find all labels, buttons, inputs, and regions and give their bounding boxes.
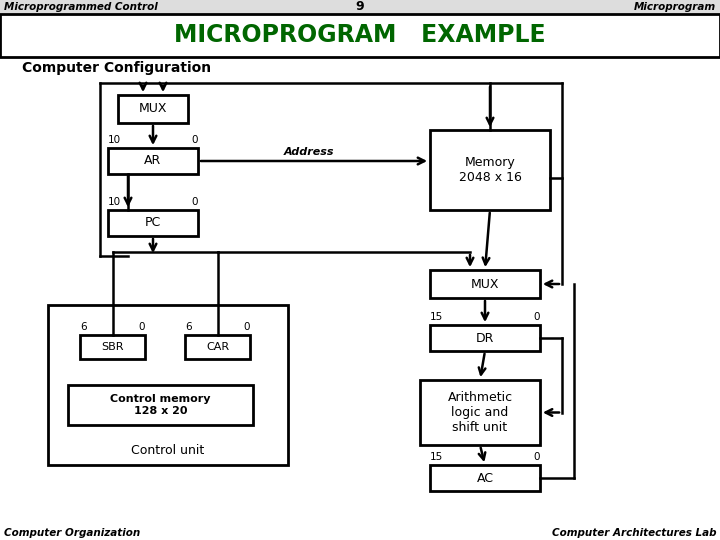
- Text: AC: AC: [477, 471, 493, 484]
- Text: 10: 10: [108, 135, 121, 145]
- Text: 0: 0: [534, 452, 540, 462]
- Text: Control memory
128 x 20: Control memory 128 x 20: [110, 394, 211, 416]
- Text: 6: 6: [185, 322, 192, 332]
- Bar: [0, 14, 720, 57]
- Bar: [108, 148, 198, 174]
- Text: Address: Address: [284, 147, 334, 157]
- Text: 9: 9: [356, 1, 364, 14]
- Bar: [430, 325, 540, 351]
- Bar: [185, 335, 250, 359]
- Bar: [48, 305, 288, 465]
- Bar: [80, 335, 145, 359]
- Text: 15: 15: [430, 312, 444, 322]
- Text: PC: PC: [145, 217, 161, 230]
- Text: Computer Organization: Computer Organization: [4, 528, 140, 538]
- Bar: [430, 270, 540, 298]
- Bar: [108, 210, 198, 236]
- Text: 0: 0: [192, 135, 198, 145]
- Text: Microprogram: Microprogram: [634, 2, 716, 12]
- Bar: [430, 130, 550, 210]
- Text: CAR: CAR: [206, 342, 229, 352]
- Text: 0: 0: [192, 197, 198, 207]
- Bar: [420, 380, 540, 445]
- Text: SBR: SBR: [102, 342, 124, 352]
- Text: 0: 0: [243, 322, 250, 332]
- Text: 6: 6: [80, 322, 86, 332]
- Bar: [430, 465, 540, 491]
- Text: AR: AR: [145, 154, 161, 167]
- Text: Microprogrammed Control: Microprogrammed Control: [4, 2, 158, 12]
- Bar: [118, 95, 188, 123]
- Text: MUX: MUX: [139, 103, 167, 116]
- Text: Computer Architectures Lab: Computer Architectures Lab: [552, 528, 716, 538]
- Text: Computer Configuration: Computer Configuration: [22, 61, 211, 75]
- Text: MICROPROGRAM   EXAMPLE: MICROPROGRAM EXAMPLE: [174, 23, 546, 47]
- Text: Arithmetic
logic and
shift unit: Arithmetic logic and shift unit: [447, 391, 513, 434]
- Text: 0: 0: [534, 312, 540, 322]
- Text: MUX: MUX: [471, 278, 499, 291]
- Text: 15: 15: [430, 452, 444, 462]
- Text: Control unit: Control unit: [131, 444, 204, 457]
- Bar: [68, 385, 253, 425]
- Text: DR: DR: [476, 332, 494, 345]
- Text: 10: 10: [108, 197, 121, 207]
- Bar: [0, 0, 720, 14]
- Text: Memory
2048 x 16: Memory 2048 x 16: [459, 156, 521, 184]
- Text: 0: 0: [138, 322, 145, 332]
